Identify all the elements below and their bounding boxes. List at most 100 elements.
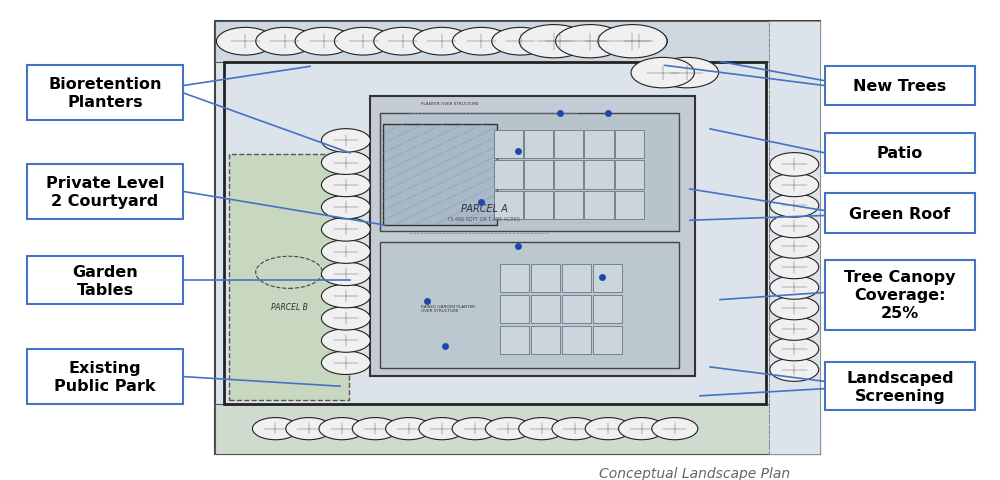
Text: 73,466 SQFT OR 1.686 ACRES: 73,466 SQFT OR 1.686 ACRES [447,216,520,221]
Text: Bioretention
Planters: Bioretention Planters [48,77,162,110]
Text: Green Roof: Green Roof [849,206,951,221]
Circle shape [321,263,370,286]
Circle shape [631,58,694,89]
Circle shape [286,418,332,440]
Bar [524,131,553,158]
Text: Private Level
2 Courtyard: Private Level 2 Courtyard [46,176,164,208]
Text: PARCEL A: PARCEL A [461,204,507,214]
Circle shape [652,418,698,440]
Circle shape [216,28,274,56]
FancyBboxPatch shape [27,349,182,404]
Text: RAISED GARDEN PLANTER
OVER STRUCTURE: RAISED GARDEN PLANTER OVER STRUCTURE [421,304,475,312]
Text: Existing
Public Park: Existing Public Park [54,360,156,393]
Bar [500,296,529,324]
Circle shape [321,329,370,352]
Bar [554,131,583,158]
Bar [500,326,529,354]
Circle shape [295,28,353,56]
Circle shape [334,28,392,56]
Bar [229,155,349,400]
Circle shape [770,317,819,341]
Circle shape [770,235,819,259]
Bar [593,326,622,354]
Text: PARCEL B: PARCEL B [271,303,307,312]
Text: Garden
Tables: Garden Tables [72,264,138,297]
FancyBboxPatch shape [825,362,975,410]
Circle shape [319,418,365,440]
Text: Conceptual Landscape Plan: Conceptual Landscape Plan [599,466,790,480]
Circle shape [770,358,819,382]
Bar [494,131,523,158]
Circle shape [531,28,589,56]
Circle shape [485,418,531,440]
Circle shape [321,196,370,219]
FancyBboxPatch shape [27,257,182,305]
FancyBboxPatch shape [825,67,975,106]
Circle shape [770,337,819,361]
Circle shape [552,418,598,440]
Bar [562,264,591,293]
Circle shape [386,418,432,440]
FancyBboxPatch shape [27,66,182,121]
Bar [584,131,614,158]
Bar [562,296,591,324]
Bar [593,296,622,324]
Circle shape [770,276,819,300]
Bar [531,264,560,293]
Circle shape [598,25,667,59]
FancyBboxPatch shape [825,134,975,173]
Circle shape [321,351,370,375]
Bar [215,22,820,63]
Bar [215,22,820,454]
Bar [380,114,679,231]
Bar [584,161,614,189]
Circle shape [618,418,665,440]
Bar [554,161,583,189]
Circle shape [252,418,299,440]
FancyBboxPatch shape [825,194,975,233]
Circle shape [256,28,313,56]
Circle shape [321,240,370,264]
Circle shape [519,25,588,59]
Circle shape [321,174,370,197]
Bar [370,97,695,377]
Circle shape [610,28,667,56]
Bar [380,242,679,368]
Bar [224,63,766,404]
Bar [531,296,560,324]
Text: Tree Canopy
Coverage:
25%: Tree Canopy Coverage: 25% [844,270,956,321]
Circle shape [452,28,510,56]
Bar [494,192,523,220]
Bar [593,264,622,293]
Text: Patio: Patio [877,146,923,161]
Bar [383,125,497,226]
Circle shape [770,297,819,320]
Text: PLANTER OVER STRUCTURE: PLANTER OVER STRUCTURE [421,102,478,106]
Circle shape [321,307,370,330]
Bar [769,22,820,454]
Bar [524,161,553,189]
Circle shape [374,28,431,56]
Circle shape [352,418,398,440]
Circle shape [770,194,819,218]
Circle shape [419,418,465,440]
Bar [524,192,553,220]
Bar [215,404,820,454]
Bar [562,326,591,354]
FancyBboxPatch shape [825,260,975,330]
Bar [554,192,583,220]
Bar [615,161,644,189]
Circle shape [519,418,565,440]
Bar [531,326,560,354]
Circle shape [770,174,819,197]
Bar [494,161,523,189]
Bar [615,192,644,220]
Bar [584,192,614,220]
Circle shape [321,218,370,241]
Bar [615,131,644,158]
Circle shape [321,152,370,175]
Circle shape [321,285,370,308]
FancyBboxPatch shape [27,165,182,220]
Circle shape [770,153,819,177]
Circle shape [570,28,628,56]
